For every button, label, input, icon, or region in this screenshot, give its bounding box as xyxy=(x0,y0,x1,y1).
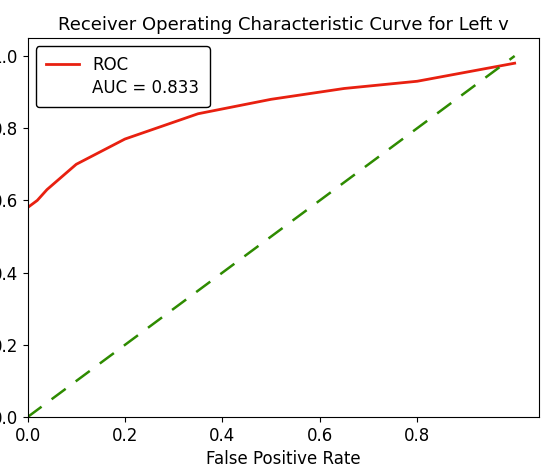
Title: Receiver Operating Characteristic Curve for Left v: Receiver Operating Characteristic Curve … xyxy=(58,16,509,34)
Legend: ROC, AUC = 0.833: ROC, AUC = 0.833 xyxy=(36,46,210,107)
X-axis label: False Positive Rate: False Positive Rate xyxy=(206,450,361,468)
